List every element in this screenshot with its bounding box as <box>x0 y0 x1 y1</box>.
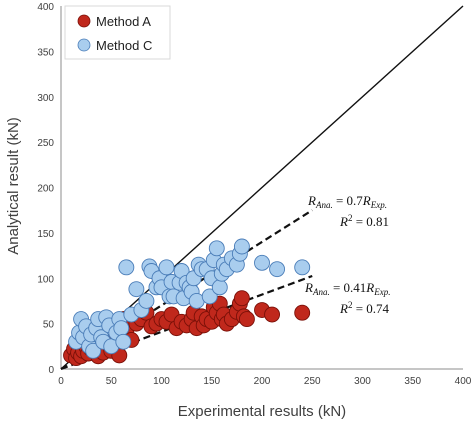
x-tick-label: 250 <box>304 376 321 387</box>
x-tick-label: 100 <box>153 376 170 387</box>
axes <box>60 6 463 370</box>
legend-marker-method-a <box>77 14 91 28</box>
y-tick-label: 100 <box>37 274 54 285</box>
x-tick-label: 150 <box>203 376 220 387</box>
method-c-point <box>211 279 228 296</box>
annotation-a-equation: RAna. = 0.41RExp. <box>304 280 391 297</box>
annotation-c-equation: RAna. = 0.7RExp. <box>307 193 387 210</box>
method-c-point <box>201 288 218 305</box>
x-tick-labels: 0 50 100 150 200 250 300 350 400 <box>58 376 472 387</box>
method-c-point <box>118 259 135 276</box>
method-c-point <box>158 259 175 276</box>
y-tick-label: 200 <box>37 184 54 195</box>
legend-marker-method-c <box>77 38 91 52</box>
y-tick-label: 0 <box>48 365 54 376</box>
y-tick-label: 400 <box>37 2 54 13</box>
annotation-method-c-fit: RAna. = 0.7RExp. R2 = 0.81 <box>307 193 389 229</box>
method-c-point <box>269 261 286 278</box>
annotation-method-a-fit: RAna. = 0.41RExp. R2 = 0.74 <box>304 280 391 316</box>
method-a-point <box>233 290 250 307</box>
method-c-point <box>208 240 225 257</box>
method-c-point <box>233 238 250 255</box>
y-tick-label: 50 <box>43 320 55 331</box>
method-c-point <box>294 259 311 276</box>
annotation-c-r2: R2 = 0.81 <box>339 213 389 229</box>
x-tick-label: 50 <box>106 376 118 387</box>
method-a-point <box>294 304 311 321</box>
method-c-point <box>85 342 102 359</box>
y-tick-labels: 0 50 100 150 200 250 300 350 400 <box>37 2 54 376</box>
legend-label-method-a: Method A <box>96 14 151 29</box>
data-points <box>63 238 311 367</box>
y-tick-label: 350 <box>37 47 54 58</box>
method-c-point <box>113 320 130 337</box>
x-tick-label: 350 <box>404 376 421 387</box>
y-axis-title: Analytical result (kN) <box>5 117 22 255</box>
x-axis-title: Experimental results (kN) <box>178 403 346 420</box>
method-c-point <box>115 333 132 350</box>
x-tick-label: 300 <box>354 376 371 387</box>
x-tick-label: 0 <box>58 376 64 387</box>
legend-label-method-c: Method C <box>96 38 152 53</box>
method-c-point <box>254 254 270 271</box>
annotation-a-r2: R2 = 0.74 <box>339 300 390 316</box>
legend: Method A Method C <box>64 5 171 60</box>
y-tick-label: 300 <box>37 93 54 104</box>
method-c-point <box>128 281 145 298</box>
y-tick-label: 150 <box>37 229 54 240</box>
x-tick-label: 400 <box>455 376 472 387</box>
method-a-point <box>238 311 255 328</box>
y-tick-label: 250 <box>37 138 54 149</box>
x-tick-label: 200 <box>254 376 271 387</box>
method-a-point <box>264 306 280 323</box>
method-c-point <box>138 292 155 309</box>
